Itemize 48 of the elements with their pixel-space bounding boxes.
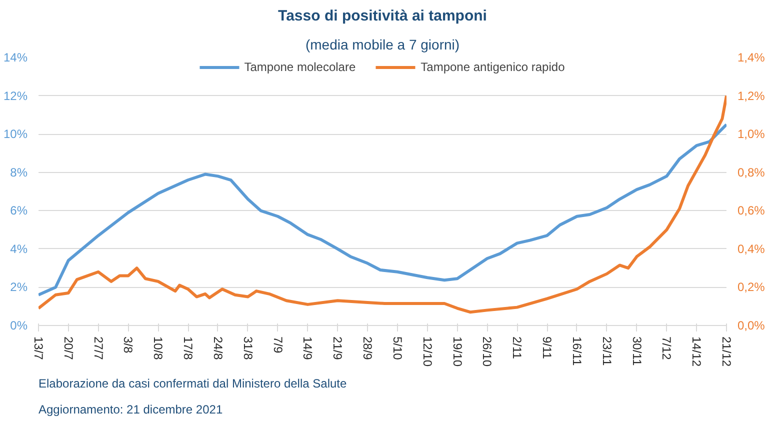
x-tick-label: 14/12	[690, 336, 704, 367]
x-tick-label: 24/8	[210, 336, 225, 360]
x-tick-label: 23/11	[600, 336, 614, 366]
y2-tick-label: 0,8%	[738, 165, 766, 180]
x-tick-label: 10/8	[151, 336, 166, 360]
y-tick-label: 0%	[10, 318, 28, 332]
text: Aggiornamento: 21 dicembre 2021	[38, 402, 223, 416]
x-tick-label: 21/9	[330, 336, 345, 360]
y2-tick-label: 0,4%	[738, 242, 766, 256]
line-series	[38, 94, 726, 314]
x-tick-label: 13/7	[32, 336, 46, 360]
y-tick-label: 12%	[3, 88, 28, 103]
x-tick-label: 31/8	[240, 336, 255, 360]
y2-tick-label: 0,0%	[738, 318, 766, 332]
y-tick-label: 2%	[10, 280, 28, 294]
y-tick-label: 6%	[10, 204, 28, 218]
x-tick-label: 3/8	[121, 336, 136, 354]
x-tick-label: 26/10	[480, 336, 494, 367]
chart-subtitle: (media mobile a 7 giorni)	[305, 36, 460, 52]
y2-tick-label: 1,4%	[738, 50, 766, 64]
x-tick-label: 16/11	[570, 336, 584, 366]
y-tick-label: 8%	[10, 165, 28, 180]
y2-tick-label: 0,2%	[738, 280, 766, 294]
x-tick-label: 17/8	[181, 336, 196, 360]
x-tick-label: 14/9	[300, 336, 315, 360]
y-tick-label: 10%	[3, 127, 28, 142]
y2-tick-label: 1,0%	[738, 127, 766, 142]
y2-tick-label: 1,2%	[738, 88, 766, 103]
legend-label: Tampone molecolare	[244, 60, 356, 74]
x-tick-label: 5/10	[390, 336, 404, 360]
x-tick-label: 7/12	[660, 336, 674, 360]
x-tick-label: 30/11	[630, 336, 644, 366]
x-tick-label: 28/9	[360, 336, 375, 360]
text: Elaborazione da casi confermati dal Ministero della Salute	[38, 376, 347, 390]
x-tick-label: 2/11	[510, 336, 524, 360]
line-series	[38, 123, 726, 296]
y-tick-label: 4%	[10, 242, 28, 256]
x-tick-label: 7/9	[270, 336, 285, 354]
chart-title: Tasso di positività ai tamponi	[278, 8, 487, 24]
y-tick-label: 14%	[3, 50, 28, 64]
x-tick-label: 19/10	[450, 336, 464, 367]
x-tick-label: 21/12	[720, 336, 734, 367]
x-tick-label: 20/7	[61, 336, 76, 360]
x-tick-label: 27/7	[91, 336, 106, 360]
legend-label: Tampone antigenico rapido	[420, 60, 565, 74]
x-tick-label: 12/10	[420, 336, 434, 367]
y2-tick-label: 0,6%	[738, 204, 766, 218]
x-tick-label: 9/11	[540, 336, 554, 360]
